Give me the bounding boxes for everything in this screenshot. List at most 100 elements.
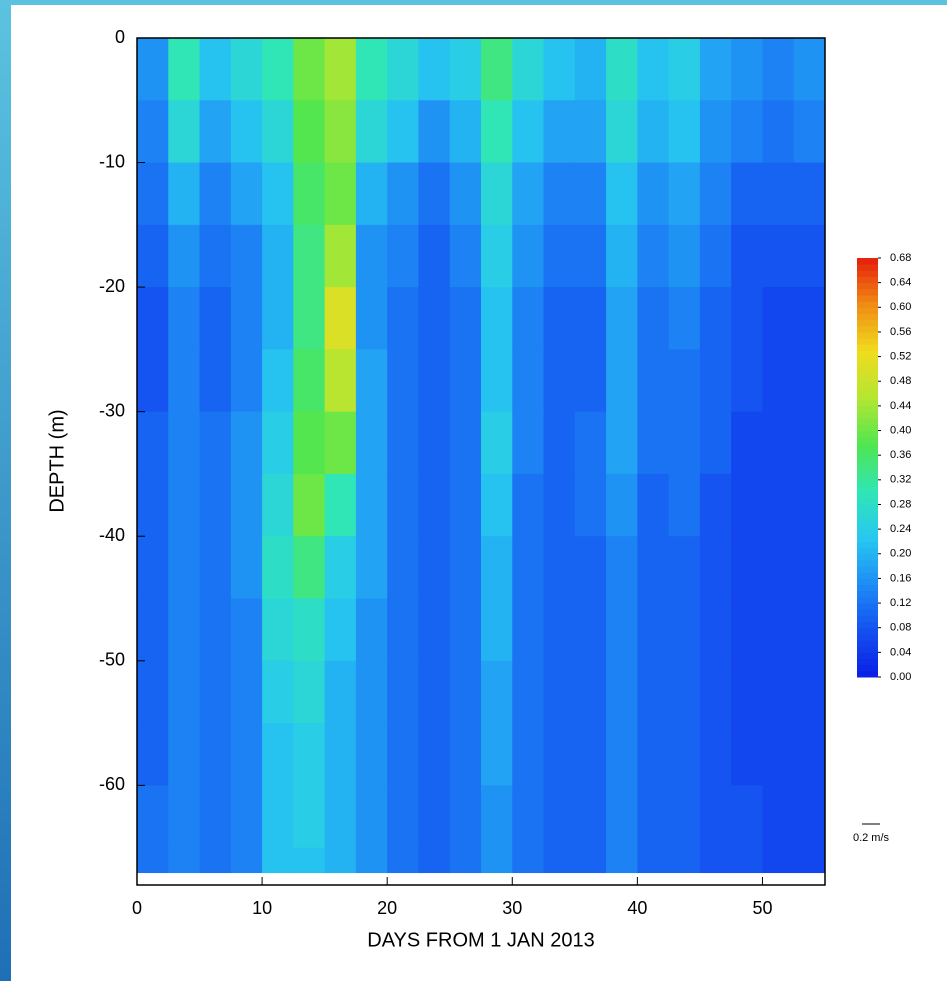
heatmap-cell: [230, 287, 263, 350]
colorbar-tick-label: 0.12: [890, 597, 911, 609]
colorbar-tick-label: 0.36: [890, 449, 911, 461]
heatmap-cell: [137, 224, 169, 288]
heatmap-cell: [324, 723, 357, 786]
heatmap-cell: [762, 847, 795, 874]
heatmap-cell: [199, 100, 232, 164]
heatmap-cell: [293, 100, 326, 164]
heatmap-cell: [387, 224, 419, 288]
heatmap-cell: [230, 224, 263, 288]
heatmap-cell: [355, 536, 388, 600]
colorbar-segment: [857, 258, 878, 265]
heatmap-cell: [418, 411, 451, 475]
colorbar-segment: [857, 331, 878, 339]
heatmap-cell: [699, 411, 732, 475]
heatmap-cell: [387, 723, 419, 786]
heatmap-cell: [637, 287, 670, 350]
x-tick-label: 0: [132, 898, 142, 918]
x-axis-label: DAYS FROM 1 JAN 2013: [367, 929, 594, 951]
heatmap-cell: [262, 473, 294, 537]
colorbar-segment: [857, 368, 878, 376]
heatmap-cell: [637, 162, 670, 226]
heatmap-cell: [230, 411, 263, 475]
heatmap-cell: [574, 287, 607, 350]
colorbar-tick-label: 0.48: [890, 375, 911, 387]
heatmap-cell: [387, 349, 419, 413]
colorbar-segment: [857, 522, 878, 530]
heatmap-cell: [355, 411, 388, 475]
heatmap-cell: [699, 349, 732, 413]
y-axis-label: DEPTH (m): [46, 409, 68, 512]
heatmap-cell: [387, 100, 419, 164]
heatmap-cell: [793, 224, 826, 288]
heatmap-cell: [418, 847, 451, 874]
heatmap-cell: [355, 723, 388, 786]
colorbar-segment: [857, 313, 878, 321]
heatmap-cell: [668, 38, 701, 101]
heatmap-cell: [512, 723, 545, 786]
heatmap-cell: [199, 473, 232, 537]
heatmap-cell: [449, 660, 482, 724]
heatmap-cell: [418, 473, 451, 537]
heatmap-cell: [324, 536, 357, 600]
colorbar-segment: [857, 338, 878, 345]
heatmap-cell: [699, 162, 732, 226]
heatmap-cell: [668, 411, 701, 475]
colorbar-segment: [857, 473, 878, 481]
colorbar-tick-label: 0.68: [890, 252, 911, 264]
heatmap-cell: [762, 598, 795, 662]
colorbar-segment: [857, 350, 878, 358]
heatmap-cell: [574, 224, 607, 288]
heatmap-cell: [387, 598, 419, 662]
heatmap-cell: [731, 287, 763, 350]
heatmap-cell: [199, 847, 232, 874]
colorbar-segment: [857, 362, 878, 370]
heatmap-cell: [418, 162, 451, 226]
colorbar-segment: [857, 288, 878, 296]
heatmap-cell: [543, 785, 576, 849]
heatmap-cell: [481, 660, 513, 724]
heatmap-cell: [199, 349, 232, 413]
heatmap-cell: [543, 660, 576, 724]
colorbar-segment: [857, 584, 878, 592]
heatmap-cell: [637, 536, 670, 600]
heatmap-cell: [230, 162, 263, 226]
heatmap-cell: [418, 598, 451, 662]
heatmap-cell: [512, 660, 545, 724]
heatmap-cell: [168, 536, 201, 600]
heatmap-cell: [481, 224, 513, 288]
colorbar-segment: [857, 535, 878, 542]
heatmap-cell: [731, 162, 763, 226]
colorbar-segment: [857, 264, 878, 271]
heatmap-cell: [512, 785, 545, 849]
top-frame-strip: [0, 0, 947, 5]
heatmap-cell: [262, 287, 294, 350]
heatmap-cell: [199, 38, 232, 101]
heatmap-cell: [449, 100, 482, 164]
heatmap-cell: [699, 287, 732, 350]
heatmap-cell: [293, 723, 326, 786]
colorbar-tick-label: 0.20: [890, 548, 911, 560]
heatmap-cell: [262, 100, 294, 164]
heatmap-cell: [793, 100, 826, 164]
heatmap-cell: [731, 349, 763, 413]
heatmap-cell: [168, 38, 201, 101]
colorbar-segment: [857, 449, 878, 456]
heatmap-cell: [418, 349, 451, 413]
heatmap-cell: [137, 100, 169, 164]
heatmap-cell: [793, 598, 826, 662]
heatmap-cell: [418, 224, 451, 288]
heatmap-cell: [449, 598, 482, 662]
heatmap-cell: [324, 598, 357, 662]
heatmap-cell: [606, 473, 638, 537]
heatmap-cell: [543, 38, 576, 101]
heatmap-cell: [137, 847, 169, 874]
heatmap-cell: [637, 723, 670, 786]
heatmap-cell: [668, 660, 701, 724]
heatmap-cell: [574, 38, 607, 101]
heatmap-cell: [137, 162, 169, 226]
heatmap-cell: [168, 349, 201, 413]
heatmap-cell: [699, 224, 732, 288]
heatmap-cell: [574, 473, 607, 537]
heatmap-cell: [699, 536, 732, 600]
